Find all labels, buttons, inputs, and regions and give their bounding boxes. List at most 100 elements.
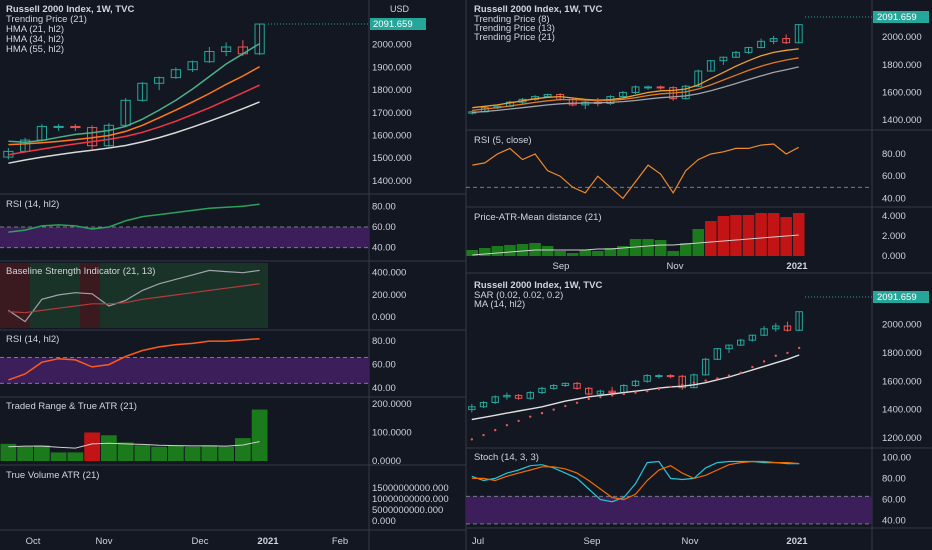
left-traded-bar bbox=[184, 446, 201, 461]
left-last-price: 2091.659 bbox=[373, 19, 413, 30]
right-top-price-candle bbox=[694, 70, 703, 87]
right-top-atr-tick: 2.000 bbox=[882, 231, 906, 242]
right-bottom-legend-1: SAR (0.02, 0.02, 0.2) bbox=[474, 290, 563, 301]
right-top-price-tick: 2000.000 bbox=[882, 32, 922, 43]
right-top-price-candle bbox=[794, 24, 803, 44]
right-top-rsi-tick: 40.00 bbox=[882, 193, 906, 204]
right-top-legend-3: Trending Price (21) bbox=[474, 32, 555, 43]
right-bottom-sar-dot bbox=[681, 383, 684, 386]
left-x-label: Dec bbox=[192, 536, 209, 547]
left-rsi-tick: 40.00 bbox=[372, 243, 396, 254]
right-bottom-x-label: Sep bbox=[584, 536, 601, 547]
left-traded-bar bbox=[168, 445, 184, 461]
right-bottom-price-tick: 1400.000 bbox=[882, 405, 922, 416]
left-series-line-0 bbox=[8, 42, 260, 144]
right-top-price-tick: 1400.000 bbox=[882, 115, 922, 126]
right-bottom-legend-2: MA (14, hl2) bbox=[474, 299, 525, 310]
left-volume-tick: 5000000000.000 bbox=[372, 505, 443, 516]
right-bottom-sar-dot bbox=[470, 438, 474, 441]
right-top-rsi-title: RSI (5, close) bbox=[474, 135, 532, 146]
right-bottom-x-label: Nov bbox=[682, 536, 699, 547]
left-volume-tick: 15000000000.000 bbox=[372, 483, 449, 494]
left-last-price-tag bbox=[370, 18, 426, 30]
right-top-legend-2: Trending Price (13) bbox=[474, 23, 555, 34]
right-top-price-candle bbox=[656, 86, 665, 89]
right-bottom-sar-dot bbox=[587, 397, 590, 401]
left-legend-4: HMA (55, hl2) bbox=[6, 44, 64, 55]
left-traded-bar bbox=[201, 445, 218, 461]
right-top-series-line-1 bbox=[472, 57, 799, 112]
right-bottom-sar-dot bbox=[517, 419, 520, 423]
left-baseline-tick: 200.000 bbox=[372, 290, 406, 301]
right-top-atr-bar bbox=[654, 240, 667, 256]
right-bottom-sar-dot bbox=[751, 365, 754, 369]
left-legend-1: Trending Price (21) bbox=[6, 14, 87, 25]
left-series-line-2 bbox=[8, 84, 260, 156]
right-top-price-candle bbox=[782, 38, 791, 44]
right-top-rsi-line bbox=[472, 143, 799, 200]
left-volume-tick: 10000000000.000 bbox=[372, 494, 449, 505]
right-bottom-sar-dot bbox=[564, 404, 567, 408]
right-bottom-sar-dot bbox=[529, 415, 532, 418]
right-bottom-price-candle bbox=[468, 406, 476, 411]
left-rsi-band bbox=[0, 226, 369, 248]
right-top-atr-bar bbox=[604, 248, 617, 256]
right-bottom-sar-dot bbox=[716, 377, 719, 380]
right-bottom-sar-dot bbox=[575, 401, 579, 404]
left-baseline-red-zone bbox=[80, 263, 100, 328]
right-bottom-last-price-tag bbox=[873, 291, 929, 303]
right-top-series-line-0 bbox=[472, 48, 799, 109]
right-bottom-price-candle bbox=[760, 328, 768, 336]
right-top-atr-bar bbox=[667, 251, 679, 256]
right-bottom-sar-dot bbox=[540, 411, 544, 415]
right-bottom-price-candle bbox=[608, 390, 616, 394]
right-bottom-sar-dot bbox=[762, 360, 766, 363]
right-top-price-candle bbox=[744, 47, 753, 53]
left-baseline-tick: 0.000 bbox=[372, 312, 396, 323]
right-bottom-price-candle bbox=[503, 394, 511, 398]
right-bottom-sar-dot bbox=[797, 346, 801, 350]
right-top-atr-bar bbox=[692, 229, 705, 256]
left-volume-tick: 0.000 bbox=[372, 516, 396, 527]
left-price-tick: 1400.000 bbox=[372, 176, 412, 187]
right-top-rsi-tick: 60.00 bbox=[882, 171, 906, 182]
right-bottom-price-candle bbox=[573, 382, 581, 389]
left-x-label: Oct bbox=[26, 536, 41, 547]
left-rsi2-band bbox=[0, 357, 369, 384]
right-bottom-price-candle bbox=[538, 387, 546, 394]
right-bottom-sar-dot bbox=[622, 392, 626, 396]
right-bottom-price-candle bbox=[795, 311, 803, 331]
left-traded-bar bbox=[218, 446, 234, 461]
left-rsi2-tick: 60.00 bbox=[372, 360, 396, 371]
left-rsi-title: RSI (14, hl2) bbox=[6, 199, 59, 210]
right-top-atr-bar bbox=[679, 243, 692, 256]
left-traded-title: Traded Range & True ATR (21) bbox=[6, 401, 137, 412]
left-rsi-tick: 80.00 bbox=[372, 201, 396, 212]
right-top-atr-bar bbox=[529, 243, 541, 256]
left-baseline-red-zone bbox=[0, 263, 30, 328]
right-bottom-sar-dot bbox=[727, 374, 731, 377]
right-bottom-sar-dot bbox=[669, 385, 672, 389]
right-top-atr-bar bbox=[516, 244, 529, 256]
right-bottom-x-label: Jul bbox=[472, 536, 484, 547]
right-top-last-price-tag bbox=[873, 11, 929, 23]
left-traded-tick: 100.0000 bbox=[372, 427, 412, 438]
left-traded-bar bbox=[67, 452, 84, 461]
left-main-title: Russell 2000 Index, 1W, TVC bbox=[6, 4, 134, 15]
left-volume-title: True Volume ATR (21) bbox=[6, 470, 99, 481]
right-top-price-candle bbox=[757, 40, 766, 49]
left-rsi2-tick: 80.00 bbox=[372, 336, 396, 347]
right-top-legend-1: Trending Price (8) bbox=[474, 14, 550, 25]
left-traded-bar bbox=[50, 452, 67, 461]
right-bottom-sar-dot bbox=[786, 351, 789, 355]
left-traded-tick: 0.0000 bbox=[372, 456, 401, 467]
left-baseline-green-zone bbox=[100, 263, 268, 328]
right-top-price-candle bbox=[631, 86, 640, 93]
right-bottom-price-candle bbox=[772, 325, 780, 330]
left-traded-bar bbox=[0, 443, 17, 461]
left-price-candle bbox=[170, 69, 181, 79]
right-top-atr-bar bbox=[742, 215, 755, 256]
left-price-candle bbox=[254, 23, 265, 55]
right-bottom-ma-line bbox=[471, 354, 800, 421]
